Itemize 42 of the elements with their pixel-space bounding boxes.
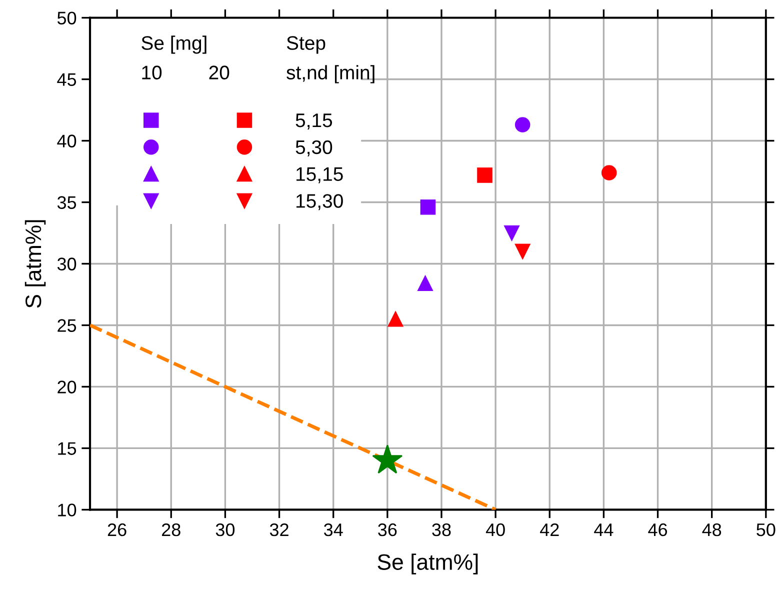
y-tick-label: 50 bbox=[57, 12, 76, 24]
x-tick-label: 34 bbox=[324, 523, 343, 536]
y-axis-title: S [atm%] bbox=[24, 220, 46, 308]
x-tick-label: 46 bbox=[648, 523, 668, 536]
point bbox=[601, 165, 617, 180]
annotation: Step bbox=[286, 36, 326, 54]
y-tick-label: 10 bbox=[58, 504, 76, 516]
y-tick-label: 35 bbox=[57, 196, 76, 209]
x-tick-label: 28 bbox=[162, 523, 180, 536]
x-axis-title: Se [atm%] bbox=[378, 554, 478, 574]
point bbox=[504, 225, 520, 241]
x-tick-label: 38 bbox=[432, 523, 451, 536]
point bbox=[372, 444, 403, 474]
point bbox=[514, 244, 530, 260]
y-tick-label: 30 bbox=[57, 258, 76, 270]
x-tick-label: 42 bbox=[540, 523, 559, 536]
legend-label: 5,30 bbox=[296, 140, 332, 156]
x-tick-label: 50 bbox=[756, 523, 776, 536]
point bbox=[418, 276, 433, 292]
y-tick-label: 40 bbox=[57, 134, 76, 148]
y-tick-label: 25 bbox=[58, 319, 76, 332]
legend-label: 5,15 bbox=[296, 114, 332, 130]
x-tick-label: 44 bbox=[594, 524, 614, 536]
annotation: Se [mg] bbox=[142, 36, 206, 54]
y-tick-label: 15 bbox=[58, 442, 76, 455]
legend-label: 15,30 bbox=[296, 194, 343, 210]
y-tick-label: 45 bbox=[57, 73, 76, 86]
x-tick-label: 26 bbox=[108, 523, 126, 536]
x-tick-label: 40 bbox=[486, 523, 505, 536]
annotation: st,nd [min] bbox=[286, 65, 374, 84]
legend-label: 15,15 bbox=[296, 167, 343, 184]
annotation: 20 bbox=[209, 66, 230, 80]
point bbox=[388, 311, 404, 327]
x-tick-label: 36 bbox=[378, 523, 397, 536]
point bbox=[514, 117, 530, 132]
x-tick-label: 30 bbox=[216, 523, 235, 536]
x-tick-label: 32 bbox=[270, 523, 288, 536]
point bbox=[420, 200, 436, 215]
annotation: 10 bbox=[142, 66, 162, 80]
x-tick-label: 48 bbox=[702, 523, 722, 536]
y-tick-label: 20 bbox=[58, 380, 76, 394]
point bbox=[477, 168, 492, 183]
